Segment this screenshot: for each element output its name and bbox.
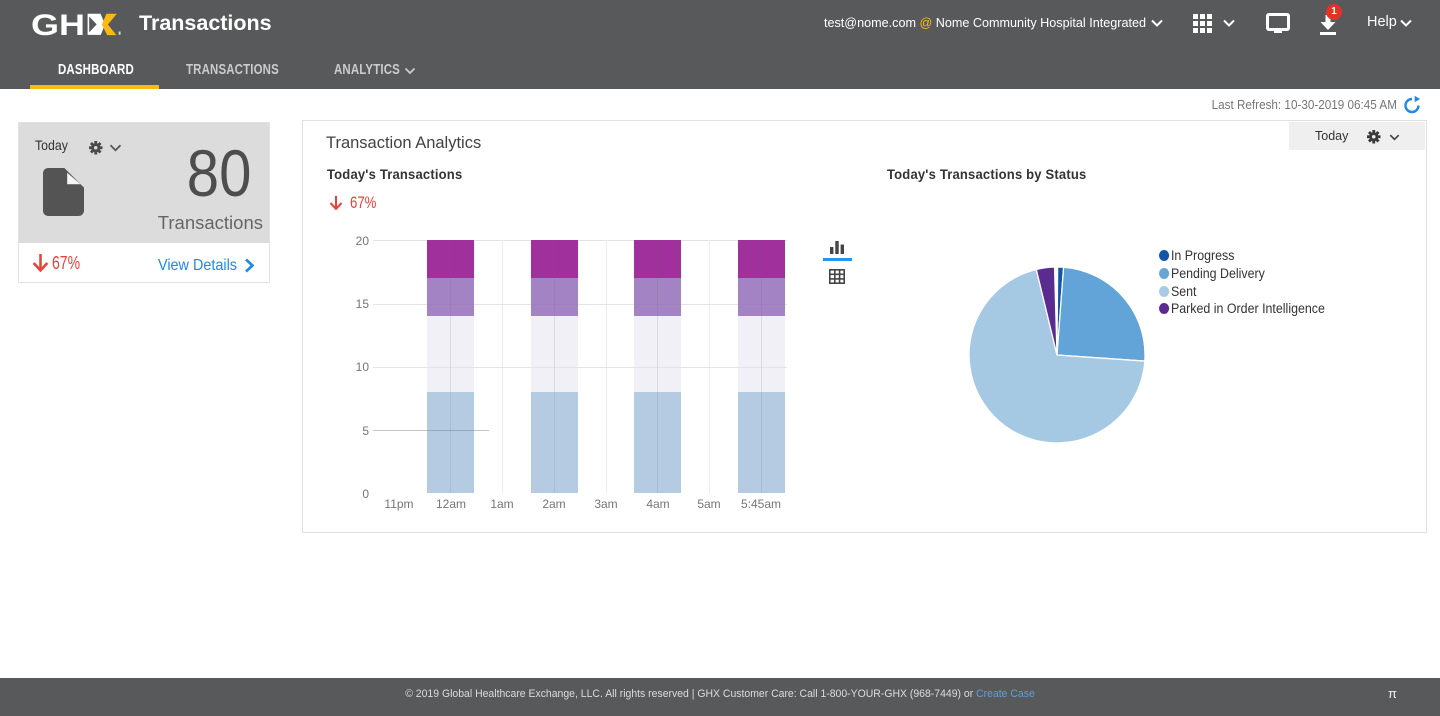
svg-text:GH: GH [31,10,85,40]
